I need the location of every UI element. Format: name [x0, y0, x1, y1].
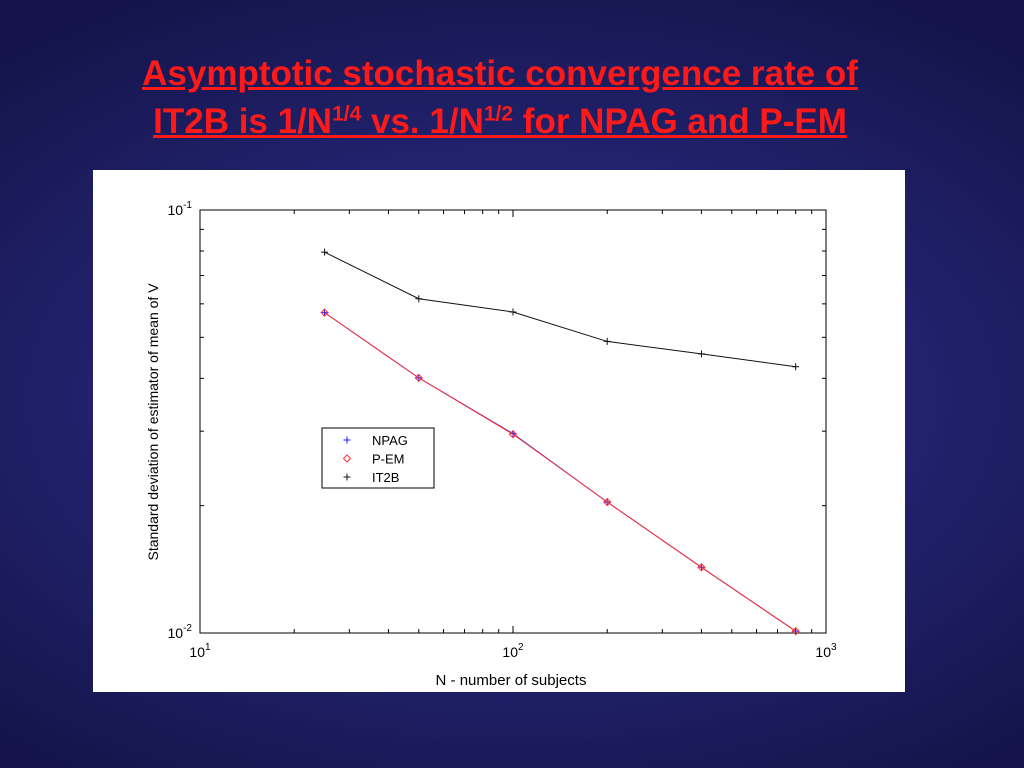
data-point-p-em: [508, 430, 518, 439]
series-group: [320, 248, 800, 636]
legend-label-it2b: IT2B: [372, 470, 399, 485]
data-point-it2b: [509, 308, 517, 316]
plot-area-frame: [199, 209, 827, 634]
data-point-it2b: [792, 363, 800, 371]
data-point-it2b: [415, 295, 423, 303]
x-tick-label: 102: [502, 642, 524, 660]
chart-panel: 101 102 103 10-2 10-1 N - number of subjects…: [93, 170, 905, 692]
legend-marker-npag: [343, 436, 351, 444]
series-it2b: [321, 248, 800, 371]
data-point-p-em: [791, 626, 800, 636]
legend-label-npag: NPAG: [372, 433, 408, 448]
legend: NPAG P-EM IT2B: [321, 427, 435, 489]
x-tick-label-base: 10: [502, 644, 518, 660]
title-line-2-part-a: IT2B is 1/N: [153, 102, 333, 141]
y-tick-label-exponent: -1: [183, 200, 192, 211]
title-exponent-1: 1/4: [332, 102, 362, 126]
data-point-p-em: [697, 563, 706, 572]
title-line-2-part-c: for NPAG and P-EM: [513, 102, 847, 141]
y-tick-label: 10-2: [168, 623, 193, 641]
slide-title: Asymptotic stochastic convergence rate o…: [0, 50, 1000, 146]
data-point-p-em: [414, 373, 423, 383]
title-line-2-part-b: vs. 1/N: [361, 102, 484, 141]
y-tick-label-exponent: -2: [183, 623, 192, 634]
title-line-2: IT2B is 1/N1/4 vs. 1/N1/2 for NPAG and P…: [0, 98, 1000, 146]
x-tick-label-base: 10: [815, 644, 831, 660]
data-point-npag: [321, 309, 329, 317]
data-point-it2b: [697, 350, 705, 358]
legend-marker-it2b: [343, 473, 351, 481]
data-point-it2b: [603, 337, 611, 345]
data-point-it2b: [321, 248, 329, 256]
data-point-p-em: [603, 497, 612, 507]
title-line-1-text: Asymptotic stochastic convergence rate o…: [142, 54, 858, 93]
x-tick-label: 103: [815, 642, 837, 660]
x-tick-label-base: 10: [189, 644, 205, 660]
y-tick-label: 10-1: [168, 200, 193, 218]
legend-marker-p-em: [342, 454, 352, 463]
title-exponent-2: 1/2: [483, 102, 514, 126]
series-p-em: [320, 308, 800, 636]
axis-ticks: [199, 210, 826, 634]
x-tick-label-exponent: 2: [518, 642, 524, 653]
title-line-1: Asymptotic stochastic convergence rate o…: [0, 50, 1000, 98]
data-point-p-em: [320, 308, 329, 317]
y-tick-label-base: 10: [168, 625, 184, 641]
series-line-p-em: [324, 312, 796, 632]
x-tick-label: 101: [189, 642, 211, 660]
series-line-it2b: [324, 251, 796, 368]
x-axis-label: N - number of subjects: [436, 672, 587, 689]
y-axis-label: Standard deviation of estimator of mean …: [145, 283, 161, 561]
x-tick-label-exponent: 3: [831, 642, 837, 653]
x-tick-label-exponent: 1: [205, 642, 211, 653]
y-tick-label-base: 10: [168, 202, 184, 218]
legend-box: [321, 427, 435, 489]
legend-label-p-em: P-EM: [372, 452, 405, 467]
